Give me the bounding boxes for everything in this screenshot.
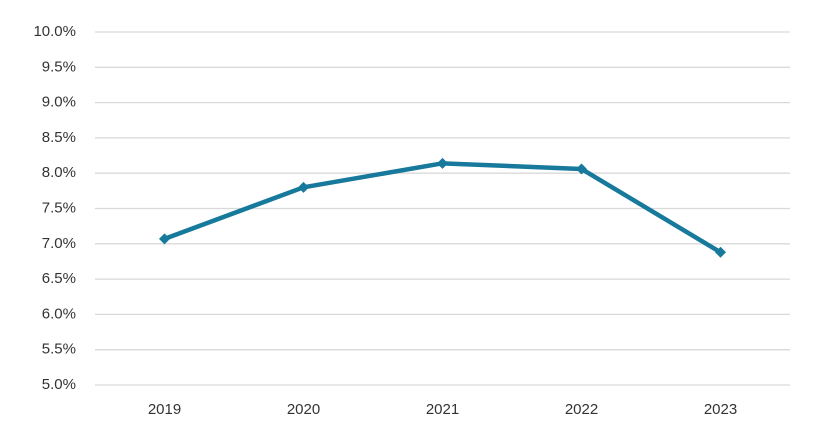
marker bbox=[715, 246, 726, 258]
marker bbox=[576, 163, 587, 175]
x-tick-label: 2020 bbox=[287, 401, 320, 418]
y-tick-label: 5.0% bbox=[42, 376, 76, 393]
y-tick-label: 6.5% bbox=[42, 270, 76, 287]
y-tick-label: 8.0% bbox=[42, 164, 76, 181]
x-tick-label: 2019 bbox=[148, 401, 181, 418]
x-tick-label: 2021 bbox=[426, 401, 459, 418]
y-tick-label: 5.5% bbox=[42, 341, 76, 358]
marker bbox=[298, 181, 309, 193]
x-tick-label: 2022 bbox=[565, 401, 598, 418]
y-tick-label: 8.5% bbox=[42, 129, 76, 146]
y-tick-label: 9.0% bbox=[42, 94, 76, 111]
y-tick-label: 7.5% bbox=[42, 199, 76, 216]
marker bbox=[159, 233, 170, 245]
marker bbox=[437, 157, 448, 169]
line bbox=[163, 161, 722, 255]
y-tick-label: 7.0% bbox=[42, 235, 76, 252]
x-tick-label: 2023 bbox=[704, 401, 737, 418]
y-tick-label: 6.0% bbox=[42, 305, 76, 322]
y-tick-label: 9.5% bbox=[42, 58, 76, 75]
y-tick-label: 10.0% bbox=[33, 23, 76, 40]
